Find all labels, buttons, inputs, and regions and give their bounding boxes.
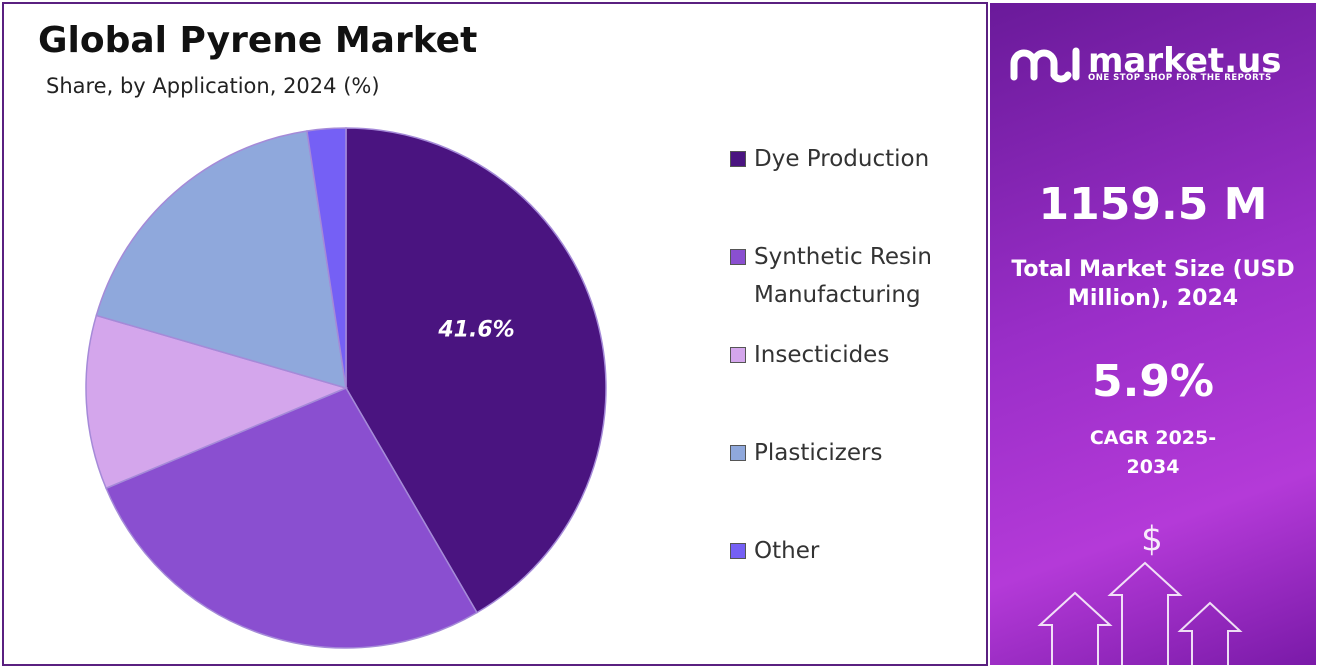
pie-slice <box>345 127 607 614</box>
dollar-icon: $ <box>1141 520 1163 560</box>
legend-swatch <box>730 445 746 461</box>
legend-swatch <box>730 249 746 265</box>
pie-slice <box>85 314 349 490</box>
legend-swatch <box>730 543 746 559</box>
market-size-label: Total Market Size (USD Million), 2024 <box>1011 257 1295 311</box>
legend-item: Other <box>730 532 960 570</box>
logo-tagline: ONE STOP SHOP FOR THE REPORTS <box>1088 73 1272 83</box>
info-panel: $ market.us ONE STOP SHOP FOR THE REPORT… <box>990 3 1316 665</box>
market-size: 1159.5 M <box>1038 179 1268 230</box>
pie-slice <box>306 127 347 389</box>
legend-label: Insecticides <box>754 342 890 368</box>
data-label: 41.6% <box>437 318 514 343</box>
chart-title: Global Pyrene Market <box>38 20 477 61</box>
arrows-decor <box>1037 561 1243 665</box>
legend-swatch <box>730 347 746 363</box>
pie-slice <box>105 387 478 649</box>
legend-label: Plasticizers <box>754 440 883 466</box>
chart-subtitle: Share, by Application, 2024 (%) <box>46 74 380 98</box>
cagr: 5.9% <box>1091 356 1215 407</box>
legend-item: Plasticizers <box>730 434 960 472</box>
pie-slice <box>95 130 347 390</box>
panel-decor: $ <box>1010 47 1243 665</box>
legend-item: Synthetic Resin Manufacturing <box>730 238 960 314</box>
legend-label: Synthetic Resin Manufacturing <box>754 244 932 308</box>
cagr-label: CAGR 2025-2034 <box>1089 427 1217 478</box>
legend-label: Dye Production <box>754 146 930 172</box>
logo-text: market.us <box>1088 41 1282 81</box>
legend-item: Dye Production <box>730 140 960 178</box>
chart: Global Pyrene Market Share, by Applicati… <box>2 2 988 666</box>
legend-label: Other <box>754 538 820 564</box>
legend-item: Insecticides <box>730 336 960 374</box>
logo-icon <box>1010 47 1080 83</box>
legend-swatch <box>730 151 746 167</box>
